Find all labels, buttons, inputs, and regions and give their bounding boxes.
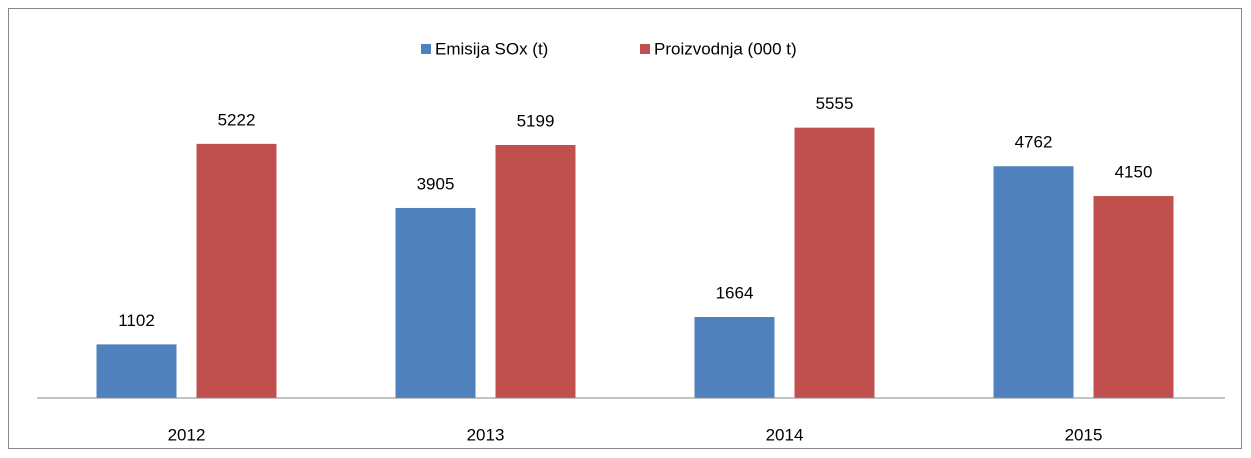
legend-swatch [640, 44, 650, 54]
x-tick-label: 2012 [168, 425, 206, 444]
legend-label: Emisija SOx (t) [435, 39, 548, 58]
bar [993, 166, 1074, 398]
bar [196, 143, 277, 398]
bar [495, 144, 576, 398]
data-label: 4762 [1015, 133, 1053, 152]
data-label: 5222 [218, 110, 256, 129]
legend-swatch [421, 44, 431, 54]
bar [96, 344, 177, 398]
data-label: 1664 [716, 284, 754, 303]
x-tick-label: 2013 [467, 425, 505, 444]
data-label: 5199 [517, 111, 555, 130]
data-label: 4150 [1115, 163, 1153, 182]
data-label: 1102 [118, 311, 155, 330]
bar [794, 127, 875, 398]
data-label: 3905 [417, 174, 455, 193]
data-label: 5555 [816, 94, 854, 113]
bar [694, 317, 775, 398]
x-tick-label: 2015 [1065, 425, 1103, 444]
x-tick-label: 2014 [766, 425, 804, 444]
bar [1093, 196, 1174, 398]
bar [395, 207, 476, 398]
legend-label: Proizvodnja (000 t) [654, 39, 797, 58]
